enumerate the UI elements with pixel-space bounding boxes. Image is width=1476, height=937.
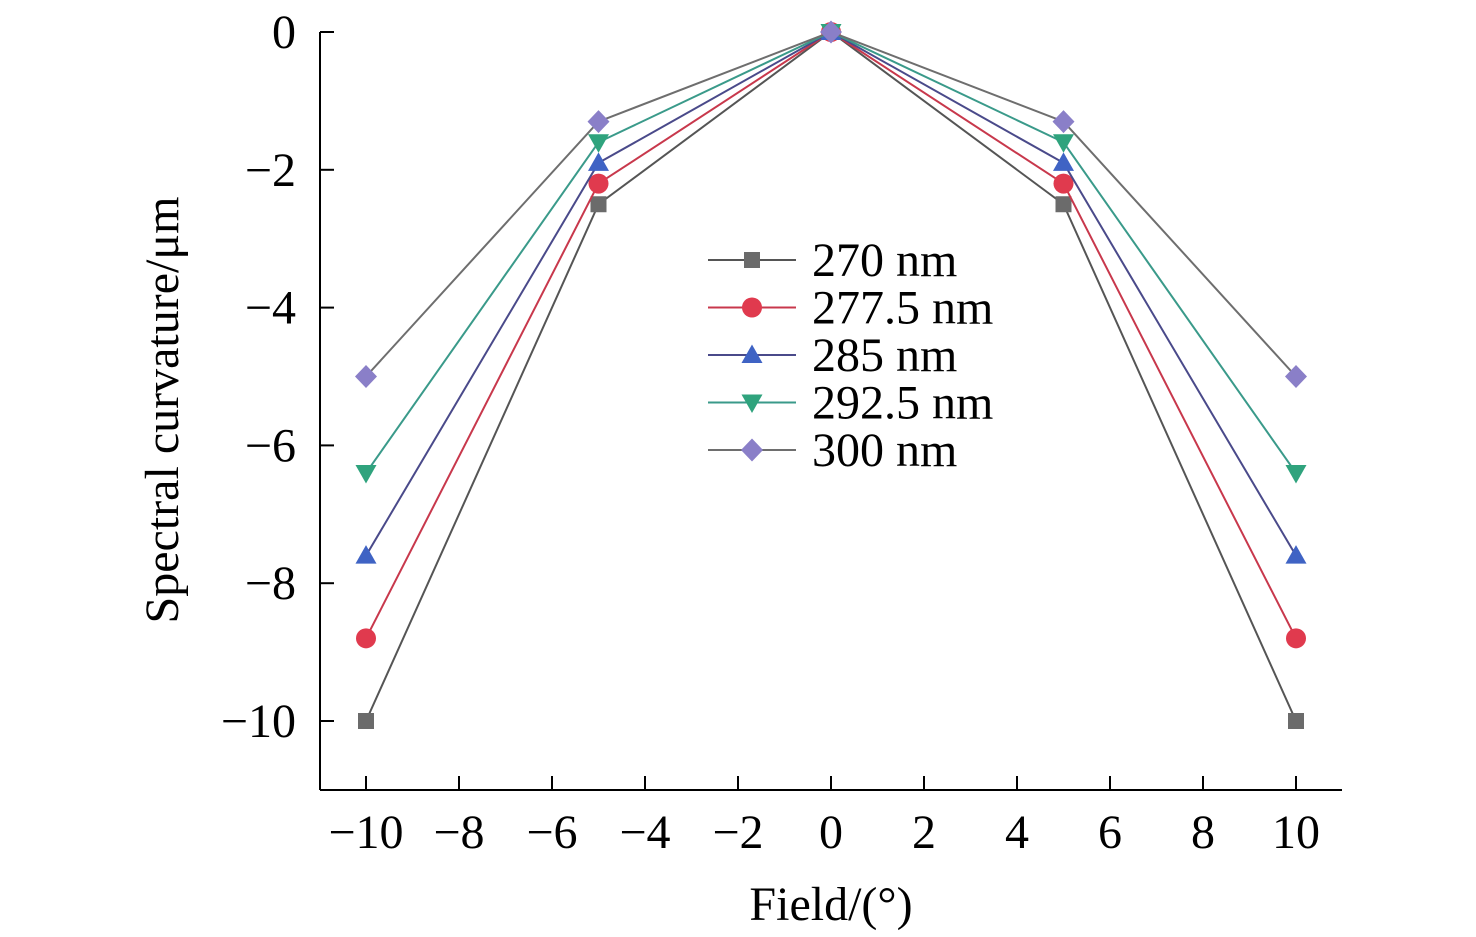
- data-point: [1053, 173, 1074, 194]
- data-point: [587, 110, 610, 134]
- x-tick-label: −4: [619, 806, 670, 859]
- legend-label: 270 nm: [812, 234, 957, 287]
- data-point: [355, 365, 377, 388]
- x-tick-label: 4: [1005, 806, 1029, 859]
- series-5: [355, 20, 1307, 388]
- x-tick-label: −10: [328, 806, 403, 859]
- series-layer: [355, 20, 1307, 729]
- data-point: [355, 464, 377, 484]
- data-point: [1285, 464, 1307, 484]
- x-tick-label: 8: [1191, 806, 1215, 859]
- legend-entry: 300 nm: [708, 424, 957, 477]
- y-tick-label: −6: [245, 419, 296, 472]
- data-point: [1053, 134, 1074, 153]
- y-axis-title: Spectral curvature/μm: [136, 197, 189, 624]
- legend-label: 277.5 nm: [812, 282, 993, 335]
- x-tick-label: −8: [433, 806, 484, 859]
- legend-marker: [744, 252, 760, 268]
- data-point: [356, 628, 376, 649]
- data-point: [820, 20, 842, 44]
- data-point: [1052, 110, 1075, 134]
- legend-entry: 285 nm: [708, 329, 957, 382]
- legend-marker: [741, 394, 763, 413]
- data-point: [1053, 152, 1074, 171]
- legend-label: 300 nm: [812, 424, 957, 477]
- x-axis-title: Field/(°): [749, 878, 912, 931]
- legend-marker: [741, 438, 763, 462]
- x-tick-label: −2: [712, 806, 763, 859]
- legend-marker: [742, 297, 762, 318]
- x-tick-label: 0: [819, 806, 843, 859]
- ticks: −10 −8 −6 −4 −2 0 2 4 6 8 10 0 −2 −4 −6 −8 −10: [221, 6, 1320, 859]
- data-point: [588, 134, 609, 153]
- y-tick-label: 0: [272, 6, 296, 59]
- data-point: [588, 152, 609, 171]
- data-point: [1055, 196, 1072, 213]
- legend-marker: [741, 344, 763, 363]
- data-point: [1286, 628, 1306, 649]
- data-point: [590, 196, 607, 213]
- y-tick-label: −4: [245, 282, 296, 335]
- y-tick-label: −8: [245, 557, 296, 610]
- x-tick-label: 2: [912, 806, 936, 859]
- legend-entry: 270 nm: [708, 234, 957, 287]
- x-tick-label: 10: [1272, 806, 1320, 859]
- legend-label: 285 nm: [812, 329, 957, 382]
- data-point: [1288, 713, 1304, 729]
- y-tick-label: −2: [245, 144, 296, 197]
- data-point: [588, 173, 609, 194]
- data-point: [355, 545, 377, 564]
- legend-label: 292.5 nm: [812, 377, 993, 430]
- data-point: [1285, 545, 1307, 564]
- data-point: [358, 713, 374, 729]
- data-point: [1285, 365, 1307, 388]
- legend-entry: 277.5 nm: [708, 282, 993, 335]
- legend-entry: 292.5 nm: [708, 377, 993, 430]
- x-tick-label: 6: [1098, 806, 1122, 859]
- y-tick-label: −10: [221, 695, 296, 748]
- x-tick-label: −6: [526, 806, 577, 859]
